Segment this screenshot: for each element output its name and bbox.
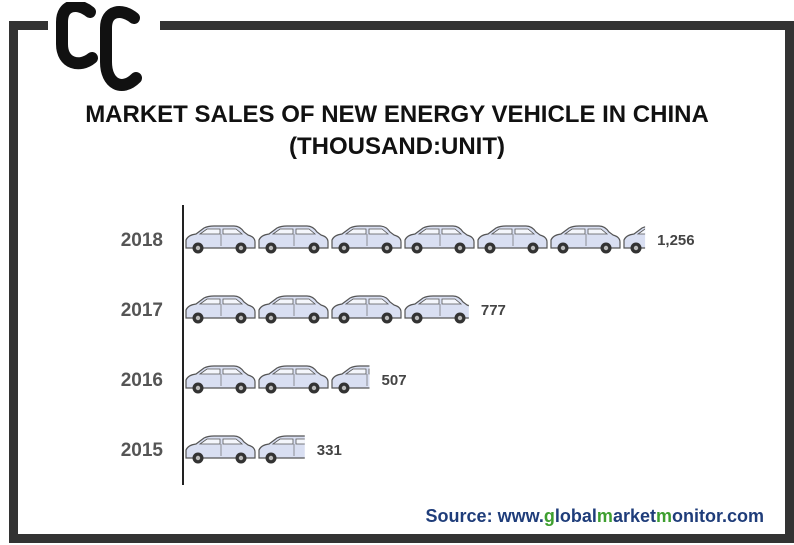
category-label-2017: 2017 [121, 300, 163, 321]
car-icon [258, 435, 305, 464]
source-highlight-g: g [543, 506, 555, 526]
source-part-lobal: lobal [554, 506, 597, 526]
car-icon [404, 225, 475, 254]
car-icon [550, 225, 621, 254]
car-icon [331, 225, 402, 254]
pictograph-bar-2015 [185, 435, 305, 464]
car-icon [185, 435, 256, 464]
source-part-arket: arket [612, 506, 656, 526]
source-prefix: Source: www. [425, 506, 544, 526]
car-icon [258, 295, 329, 324]
category-label-2015: 2015 [121, 440, 164, 461]
cc-logo-icon [56, 2, 142, 91]
car-icon [185, 225, 256, 254]
value-label-2015: 331 [317, 442, 342, 459]
pictograph-chart: 2018 1,256 2017 777 2016 507 2015 331 [121, 205, 695, 485]
car-icon [258, 365, 329, 394]
value-label-2018: 1,256 [657, 232, 695, 249]
category-label-2016: 2016 [121, 370, 163, 391]
source-part-onitor: onitor.com [671, 506, 764, 526]
chart-title-line-1: MARKET SALES OF NEW ENERGY VEHICLE IN CH… [85, 101, 709, 128]
source-highlight-m2: m [655, 506, 672, 526]
car-icon [331, 295, 402, 324]
value-label-2016: 507 [382, 372, 407, 389]
car-icon [623, 226, 646, 254]
chart-title: MARKET SALES OF NEW ENERGY VEHICLE IN CH… [0, 99, 794, 163]
car-icon [258, 225, 329, 254]
category-label-2018: 2018 [121, 230, 163, 251]
car-icon [404, 295, 469, 324]
value-label-2017: 777 [481, 302, 506, 319]
car-icon [185, 295, 256, 324]
car-icon [185, 365, 256, 394]
car-icon [331, 365, 370, 394]
chart-title-line-2: (THOUSAND:UNIT) [289, 133, 505, 160]
pictograph-bar-2016 [185, 365, 370, 394]
chart-frame [9, 21, 794, 543]
pictograph-bar-2017 [185, 295, 469, 324]
source-highlight-m: m [596, 506, 613, 526]
source-credit[interactable]: Source: www.globalmarketmonitor.com [426, 506, 764, 527]
pictograph-bar-2018 [185, 225, 646, 254]
car-icon [477, 225, 548, 254]
